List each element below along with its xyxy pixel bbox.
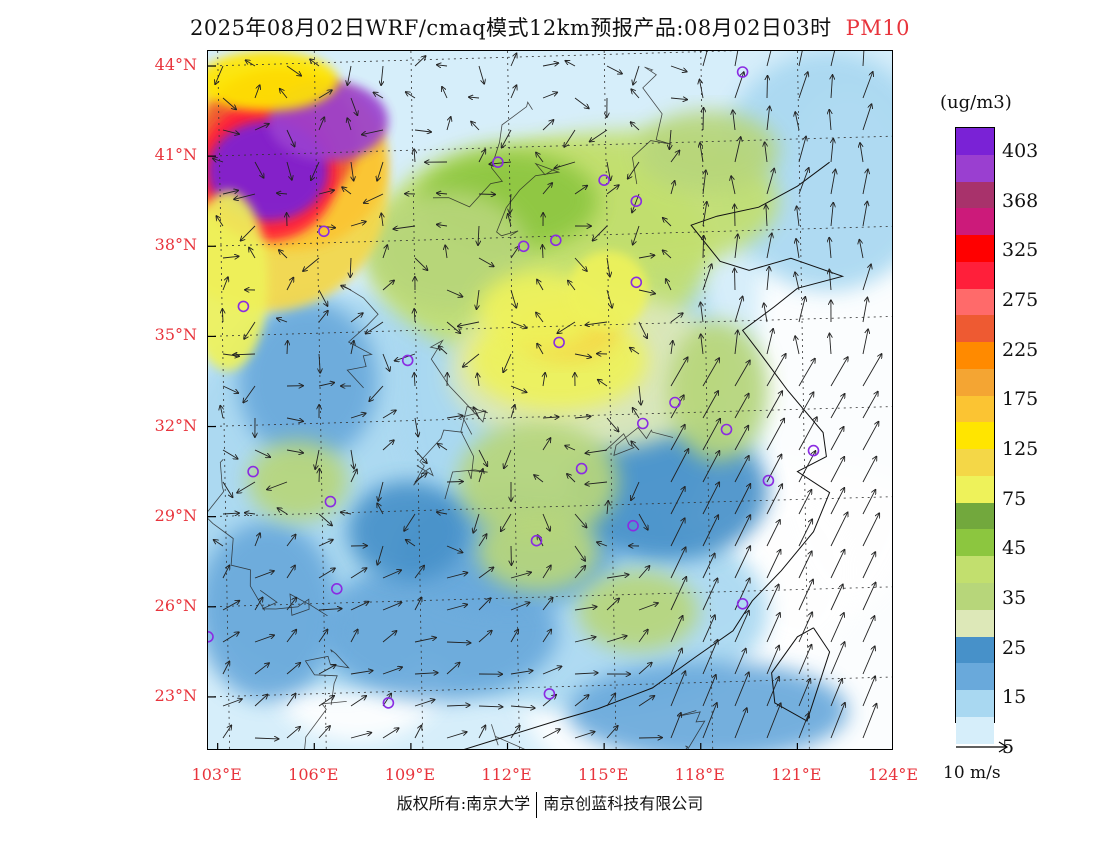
legend-value-label: 368 <box>1002 189 1039 212</box>
station-marker <box>543 688 556 700</box>
legend-swatch <box>956 743 994 771</box>
pm10-concentration-field <box>208 51 892 749</box>
legend-value-label: 125 <box>1002 437 1039 460</box>
lon-tick-label: 121°E <box>771 765 822 784</box>
legend-swatch <box>956 449 994 476</box>
station-marker <box>553 336 565 349</box>
station-marker <box>208 631 214 643</box>
lat-tick-label: 32°N <box>154 415 197 435</box>
legend-swatch <box>956 529 994 557</box>
station-marker <box>517 240 530 253</box>
copyright-left: 版权所有:南京大学 <box>396 794 531 813</box>
map-canvas <box>208 51 892 749</box>
legend-swatch <box>956 288 994 316</box>
legend-swatch <box>956 556 994 584</box>
station-marker <box>807 444 820 457</box>
legend-value-label: 403 <box>1002 139 1039 162</box>
station-marker <box>331 582 343 595</box>
legend-value-label: 325 <box>1002 239 1039 262</box>
legend-swatch <box>956 154 994 182</box>
legend-swatch <box>956 422 994 450</box>
station-marker <box>762 474 775 487</box>
lat-tick-label: 26°N <box>154 595 197 615</box>
lat-tick-label: 23°N <box>154 685 197 705</box>
legend-value-label: 275 <box>1002 288 1039 311</box>
legend-swatch <box>956 663 994 691</box>
legend-unit: (ug/m3) <box>940 92 1012 113</box>
station-marker <box>247 465 259 478</box>
forecast-map <box>207 50 893 750</box>
lat-tick-label: 29°N <box>154 505 197 525</box>
legend-swatch <box>956 181 994 209</box>
legend-swatch <box>956 395 994 423</box>
boundary-lines <box>208 66 845 749</box>
legend-swatch <box>956 315 994 343</box>
copyright-footer: 版权所有:南京大学 南京创蓝科技有限公司 <box>0 790 1100 818</box>
station-marker <box>324 495 337 508</box>
station-marker <box>630 276 643 289</box>
lat-tick-label: 41°N <box>154 145 197 165</box>
pollutant-label: PM10 <box>845 16 911 40</box>
station-marker <box>382 697 395 709</box>
legend-swatch <box>956 690 994 717</box>
legend-value-label: 75 <box>1002 487 1027 510</box>
station-marker <box>492 156 504 168</box>
lon-tick-label: 103°E <box>191 765 242 784</box>
legend-swatch <box>956 502 994 530</box>
legend-swatch <box>956 583 994 610</box>
legend-value-label: 35 <box>1002 586 1027 609</box>
station-marker <box>736 597 749 610</box>
station-marker <box>627 519 639 532</box>
legend-swatch <box>956 235 994 262</box>
legend-swatch <box>956 342 994 369</box>
title-text: 2025年08月02日WRF/cmaq模式12km预报产品:08月02日03时 <box>189 16 832 40</box>
legend-value-label: 175 <box>1002 388 1039 411</box>
lon-tick-label: 115°E <box>578 765 629 784</box>
legend-swatch <box>956 261 994 289</box>
station-marker <box>720 423 733 436</box>
station-markers <box>208 66 820 709</box>
station-marker <box>549 234 562 247</box>
legend-value-label: 15 <box>1002 686 1027 709</box>
station-marker <box>401 354 414 367</box>
legend-swatch <box>956 716 994 744</box>
copyright-right: 南京创蓝科技有限公司 <box>543 794 704 813</box>
station-marker <box>237 300 250 313</box>
legend-swatch <box>956 128 994 155</box>
legend-value-label: 5 <box>1002 735 1015 758</box>
wind-vectors <box>213 51 882 739</box>
legend-value-label: 225 <box>1002 338 1039 361</box>
lat-tick-label: 38°N <box>154 235 197 255</box>
wind-scale-label: 10 m/s <box>943 763 1001 783</box>
station-marker <box>598 174 610 186</box>
legend-swatch <box>956 208 994 236</box>
map-title: 2025年08月02日WRF/cmaq模式12km预报产品:08月02日03时 P… <box>0 12 1100 42</box>
station-marker <box>530 534 543 547</box>
lon-tick-label: 118°E <box>674 765 725 784</box>
legend-swatch <box>956 636 994 664</box>
lat-tick-label: 44°N <box>154 55 197 75</box>
station-marker <box>630 195 643 207</box>
lon-tick-label: 109°E <box>384 765 435 784</box>
wind-scale-arrow-icon <box>956 741 1009 753</box>
station-marker <box>318 225 330 238</box>
legend-value-label: 25 <box>1002 636 1027 659</box>
legend-value-label: 45 <box>1002 537 1027 560</box>
lon-tick-label: 106°E <box>288 765 339 784</box>
lon-tick-label: 112°E <box>481 765 532 784</box>
station-marker <box>736 66 749 78</box>
legend-swatch <box>956 609 994 637</box>
lon-tick-label: 124°E <box>867 765 919 784</box>
color-legend <box>955 127 995 771</box>
footer-divider <box>536 791 538 818</box>
lat-tick-label: 35°N <box>154 325 197 345</box>
legend-swatch <box>956 475 994 503</box>
legend-swatch <box>956 368 994 396</box>
station-marker <box>669 396 681 409</box>
station-marker <box>575 462 588 475</box>
station-marker <box>636 417 649 430</box>
